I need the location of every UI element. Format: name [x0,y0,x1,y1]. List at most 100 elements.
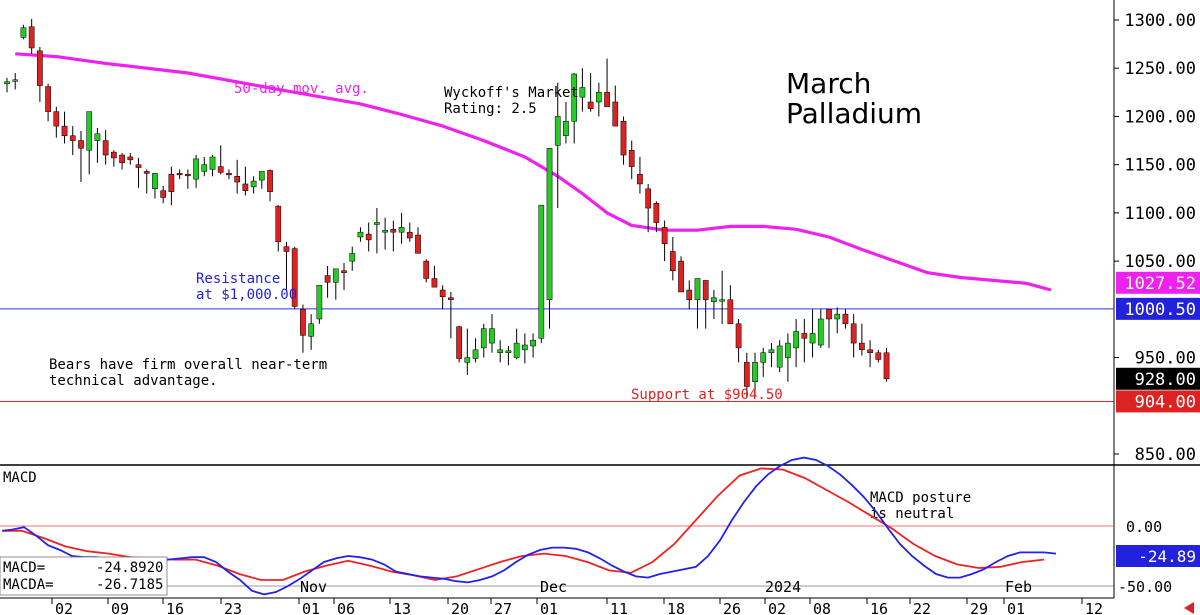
candle-body [768,349,775,353]
candle-body [530,339,536,347]
x-day-label: 08 [813,600,831,615]
candle [398,212,405,244]
candle-body [760,352,767,363]
candle [661,220,668,262]
candle [826,309,832,348]
candle [859,323,865,356]
candle-body [719,299,725,302]
x-day-label: 22 [913,600,931,615]
candle-body [686,289,693,300]
macd-note-1: MACD posture [870,490,971,506]
candle [834,307,841,334]
candle [645,183,652,233]
candle [587,73,594,112]
candle-body [332,268,339,283]
candle-body [595,92,602,103]
candle-body [612,101,619,127]
candle [653,201,660,233]
candle-body [513,342,520,358]
x-day-label: 09 [111,600,129,615]
macd-last-tag: -24.89 [1116,545,1200,567]
candle [135,157,142,188]
price-tick-label: 1100.00 [1124,204,1196,224]
candle [554,82,561,209]
candle-body [456,326,462,359]
resistance-tag-label: 1000.50 [1124,300,1196,320]
candle [94,128,101,163]
title-line-2: Palladium [786,97,922,130]
candle [817,309,824,348]
candle [86,111,93,175]
x-day-label: 18 [667,600,685,615]
price-tick-label: 1150.00 [1124,156,1196,176]
candle-body [546,148,553,300]
x-day-label: 13 [393,600,411,615]
candle-body [834,313,841,320]
x-day-label: 01 [302,600,320,615]
candle [168,166,175,206]
x-day-label: 11 [610,600,628,615]
candle-body [604,92,610,108]
candle-body [160,190,167,198]
x-day-label: 16 [166,600,184,615]
candle-body [283,246,290,252]
macd-tick-zero: 0.00 [1126,518,1162,536]
candle [785,333,791,382]
candle-body [308,323,314,337]
candle-body [489,328,495,344]
candle [267,169,273,202]
candle-body [193,158,199,180]
candle [694,278,701,329]
candle-body [143,171,150,174]
candle-body [883,352,890,380]
candle [497,340,504,363]
candle-body [398,227,405,233]
candle [28,19,35,54]
candle-body [554,116,561,146]
candle-body [374,222,380,225]
candle-body [448,297,454,300]
scroll-arrow-icon[interactable] [1184,602,1194,614]
candle-body [152,173,158,190]
candle [119,153,125,170]
price-tick-label: 1200.00 [1124,107,1196,127]
candle [423,259,430,283]
candle-body [406,231,413,239]
candle-body [127,156,134,161]
candle [439,285,446,310]
candle [809,309,816,358]
candle-body [711,297,717,302]
candle-body [776,345,783,368]
candle-body [28,26,35,49]
candle [571,73,578,144]
candle [357,227,364,242]
x-month-label: 2024 [765,578,801,596]
candle [464,328,471,375]
candle [176,169,183,180]
candle-body [234,175,241,183]
candle [505,345,512,366]
candle [37,47,43,102]
candle [628,140,635,180]
candle-body [571,73,578,122]
x-day-label: 02 [768,600,786,615]
price-tick-label: 1300.00 [1124,11,1196,31]
candle-body [694,278,701,300]
candle-body [415,234,421,254]
candle [193,155,199,188]
candle-body [168,174,175,192]
candle [875,349,882,363]
candle [867,340,873,368]
resistance-label-2: at $1,000.00 [196,287,297,303]
candle [472,338,479,363]
candle [678,256,684,293]
candle [431,265,438,288]
candle-body [201,164,208,172]
candle-body [226,173,232,176]
x-month-label: Dec [540,578,567,596]
candle [390,220,397,252]
x-month-label: Feb [1005,578,1032,596]
last-price-tag-label: 928.00 [1135,370,1196,390]
candle [727,285,734,325]
candle-body [45,86,51,112]
